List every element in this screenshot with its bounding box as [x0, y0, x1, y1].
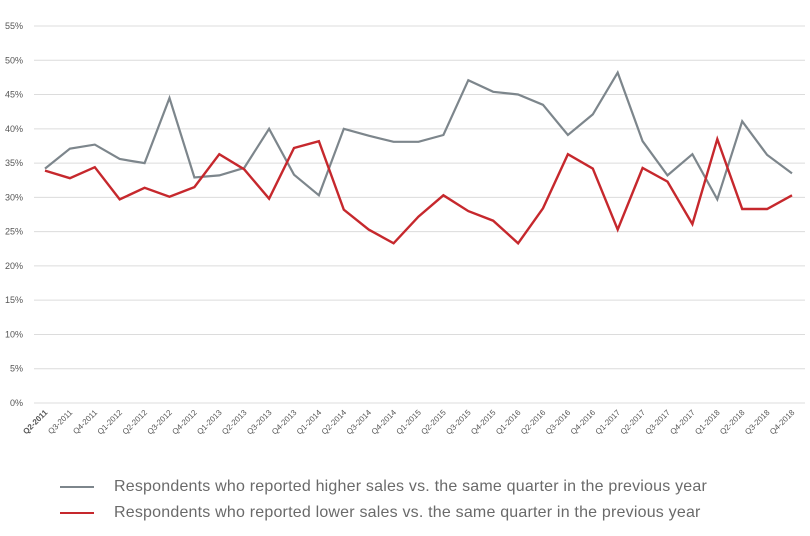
x-tick-label: Q3-2014	[345, 408, 374, 437]
x-tick-label: Q3-2012	[146, 408, 175, 437]
y-tick-label: 15%	[5, 295, 23, 305]
y-axis-ticks: 0% 5% 10% 15% 20% 25% 30% 35% 40% 45% 50% 55%	[5, 21, 23, 408]
legend-item-higher-sales: Respondents who reported higher sales vs…	[60, 474, 707, 500]
x-tick-label: Q2-2013	[220, 408, 249, 437]
x-tick-label: Q2-2012	[121, 408, 150, 437]
x-tick-label: Q4-2012	[170, 408, 199, 437]
x-tick-label: Q4-2015	[469, 408, 498, 437]
x-tick-label: Q1-2012	[96, 408, 125, 437]
x-tick-label: Q3-2017	[644, 408, 673, 437]
y-tick-label: 5%	[10, 364, 23, 374]
legend-item-lower-sales: Respondents who reported lower sales vs.…	[60, 500, 707, 526]
x-tick-label: Q4-2016	[569, 408, 598, 437]
y-tick-label: 35%	[5, 158, 23, 168]
x-tick-label: Q3-2011	[46, 408, 74, 436]
x-tick-label: Q3-2013	[245, 408, 274, 437]
series-lines	[44, 70, 793, 246]
x-tick-label: Q2-2014	[320, 408, 349, 437]
y-tick-label: 20%	[5, 261, 23, 271]
legend-label-higher-sales: Respondents who reported higher sales vs…	[114, 478, 708, 495]
y-tick-label: 25%	[5, 227, 23, 237]
x-tick-label: Q4-2014	[370, 408, 399, 437]
x-tick-label: Q4-2017	[668, 408, 697, 437]
x-tick-label: Q1-2014	[295, 408, 324, 437]
x-tick-label: Q2-2017	[619, 408, 648, 437]
y-tick-label: 10%	[5, 329, 23, 339]
x-tick-label: Q1-2018	[693, 408, 722, 437]
y-tick-label: 55%	[5, 21, 23, 31]
x-tick-label: Q1-2017	[594, 408, 623, 437]
x-tick-label: Q3-2016	[544, 408, 573, 437]
series-line-lower-sales	[44, 135, 793, 246]
gridlines	[34, 25, 805, 404]
x-tick-label: Q3-2018	[743, 408, 772, 437]
line-chart: 0% 5% 10% 15% 20% 25% 30% 35% 40% 45% 50% 55% Q2-20…	[5, 21, 805, 437]
x-tick-label: Q3-2015	[444, 408, 473, 437]
x-tick-label: Q1-2015	[395, 408, 424, 437]
x-tick-label: Q2-2011	[21, 408, 49, 436]
x-tick-label: Q2-2016	[519, 408, 548, 437]
x-tick-label: Q4-2018	[768, 408, 797, 437]
x-tick-label: Q2-2015	[419, 408, 448, 437]
x-tick-label: Q1-2013	[195, 408, 224, 437]
legend-label-lower-sales: Respondents who reported lower sales vs.…	[114, 504, 701, 521]
y-tick-label: 0%	[10, 398, 23, 408]
y-tick-label: 40%	[5, 124, 23, 134]
legend-swatch-higher-sales	[60, 486, 94, 488]
y-tick-label: 50%	[5, 55, 23, 65]
series-line-higher-sales	[44, 70, 793, 203]
x-tick-label: Q4-2011	[71, 408, 99, 436]
x-axis-ticks: Q2-2011Q3-2011Q4-2011Q1-2012Q2-2012Q3-20…	[21, 408, 796, 437]
x-tick-label: Q2-2018	[718, 408, 747, 437]
legend: Respondents who reported higher sales vs…	[60, 474, 707, 526]
y-tick-label: 30%	[5, 192, 23, 202]
legend-swatch-lower-sales	[60, 512, 94, 514]
x-tick-label: Q1-2016	[494, 408, 523, 437]
y-tick-label: 45%	[5, 90, 23, 100]
x-tick-label: Q4-2013	[270, 408, 299, 437]
